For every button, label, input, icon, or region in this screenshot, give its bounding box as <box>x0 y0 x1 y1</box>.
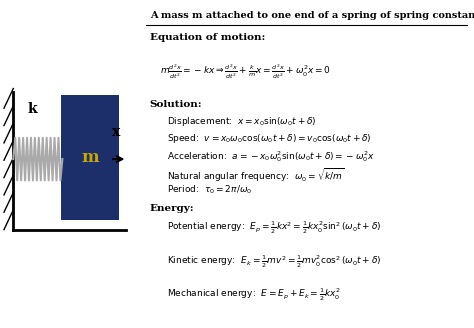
Text: Displacement:  $x = x_0 \sin(\omega_0 t + \delta)$: Displacement: $x = x_0 \sin(\omega_0 t +… <box>167 115 317 128</box>
Text: m: m <box>82 149 99 166</box>
Text: Kinetic energy:  $E_k = \frac{1}{2}mv^2 = \frac{1}{2}mv_0^2 \cos^2(\omega_0 t + : Kinetic energy: $E_k = \frac{1}{2}mv^2 =… <box>167 253 381 270</box>
Text: Mechanical energy:  $E = E_p + E_k = \frac{1}{2}kx_0^2$: Mechanical energy: $E = E_p + E_k = \fra… <box>167 287 340 303</box>
Text: $m\frac{d^2x}{dt^2}=-kx \Rightarrow \frac{d^2x}{dt^2}+\frac{k}{m}x=\frac{d^2x}{d: $m\frac{d^2x}{dt^2}=-kx \Rightarrow \fra… <box>160 62 331 81</box>
Text: Solution:: Solution: <box>150 100 202 109</box>
Text: Energy:: Energy: <box>150 204 194 213</box>
Text: A mass m attached to one end of a spring of spring constant k: A mass m attached to one end of a spring… <box>150 11 474 20</box>
Text: k: k <box>27 102 36 116</box>
Text: x: x <box>112 125 120 139</box>
Text: Potential energy:  $E_p = \frac{1}{2}kx^2 = \frac{1}{2}kx_0^2 \sin^2(\omega_0 t : Potential energy: $E_p = \frac{1}{2}kx^2… <box>167 220 381 236</box>
Text: Period:  $\tau_0 = 2\pi/\omega_0$: Period: $\tau_0 = 2\pi/\omega_0$ <box>167 183 252 195</box>
Bar <box>61 95 119 220</box>
Text: Natural angular frequency:  $\omega_0 = \sqrt{k/m}$: Natural angular frequency: $\omega_0 = \… <box>167 166 345 183</box>
Text: Equation of motion:: Equation of motion: <box>150 33 265 42</box>
Text: Acceleration:  $a = -x_0\omega_0^2 \sin(\omega_0 t + \delta) = -\omega_0^2 x$: Acceleration: $a = -x_0\omega_0^2 \sin(\… <box>167 149 374 164</box>
Text: Speed:  $v = x_0\omega_0 \cos(\omega_0 t + \delta) = v_0 \cos(\omega_0 t + \delt: Speed: $v = x_0\omega_0 \cos(\omega_0 t … <box>167 132 372 145</box>
